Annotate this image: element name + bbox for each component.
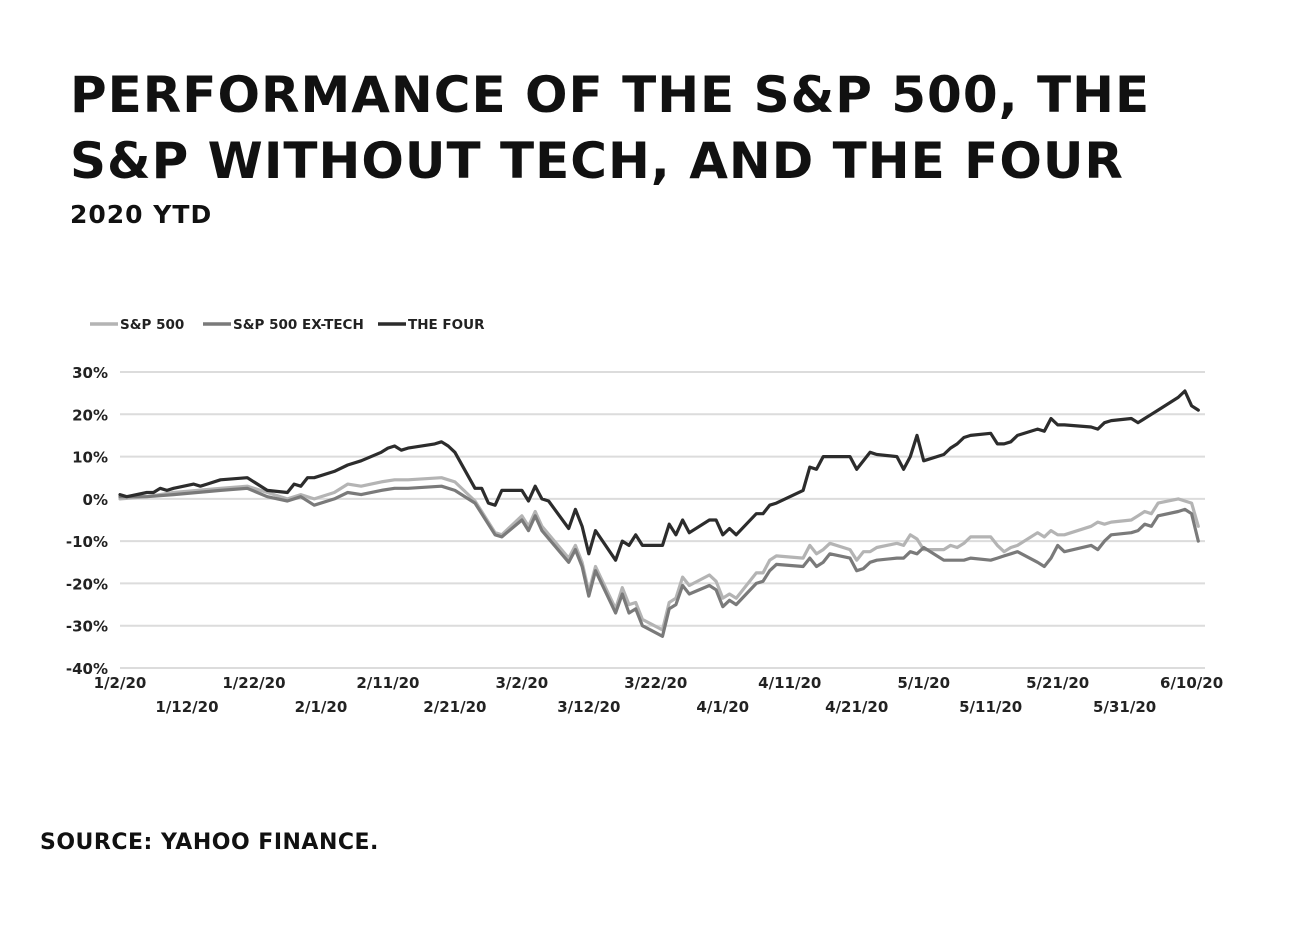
series-lines bbox=[118, 389, 1200, 638]
x-tick-label: 2/11/20 bbox=[356, 674, 419, 692]
x-tick-label: 2/1/20 bbox=[295, 698, 348, 716]
chart-subtitle: 2020 YTD bbox=[70, 200, 213, 229]
x-tick-label: 5/21/20 bbox=[1026, 674, 1089, 692]
source-note: SOURCE: YAHOO FINANCE. bbox=[40, 830, 379, 855]
chart-title: PERFORMANCE OF THE S&P 500, THE S&P WITH… bbox=[70, 66, 1151, 190]
x-tick-label: 4/21/20 bbox=[825, 698, 888, 716]
x-tick-label: 3/22/20 bbox=[624, 674, 687, 692]
x-tick-label: 5/11/20 bbox=[959, 698, 1022, 716]
legend-label: S&P 500 bbox=[120, 317, 184, 333]
y-tick-label: 0% bbox=[83, 491, 108, 509]
legend: S&P 500 S&P 500 EX-TECH THE FOUR bbox=[90, 317, 485, 333]
x-tick-label: 4/1/20 bbox=[696, 698, 749, 716]
series-line-the-four bbox=[118, 389, 1200, 562]
y-tick-label: -40% bbox=[66, 660, 108, 678]
series-line-s-p-500-ex-tech bbox=[118, 484, 1200, 638]
x-tick-label: 2/21/20 bbox=[423, 698, 486, 716]
line-chart: S&P 500 S&P 500 EX-TECH THE FOUR 30% 20% 10%… bbox=[66, 317, 1224, 716]
legend-label: THE FOUR bbox=[408, 317, 485, 333]
y-tick-label: -20% bbox=[66, 575, 108, 593]
y-tick-label: 20% bbox=[72, 406, 108, 424]
x-tick-label: 1/12/20 bbox=[155, 698, 218, 716]
x-tick-label: 3/12/20 bbox=[557, 698, 620, 716]
series-line-s-p-500 bbox=[118, 476, 1200, 632]
y-tick-label: -10% bbox=[66, 533, 108, 551]
x-tick-label: 6/10/20 bbox=[1160, 674, 1223, 692]
x-tick-label: 5/1/20 bbox=[897, 674, 950, 692]
y-tick-label: 10% bbox=[72, 449, 108, 467]
y-tick-label: 30% bbox=[72, 364, 108, 382]
x-tick-label: 1/22/20 bbox=[222, 674, 285, 692]
x-tick-label: 5/31/20 bbox=[1093, 698, 1156, 716]
x-tick-label: 3/2/20 bbox=[495, 674, 548, 692]
x-tick-label: 4/11/20 bbox=[758, 674, 821, 692]
legend-label: S&P 500 EX-TECH bbox=[233, 317, 364, 333]
x-tick-label: 1/2/20 bbox=[94, 674, 147, 692]
x-axis-ticks: 1/2/20 1/12/201/22/20 2/1/20 2/11/202/21/20… bbox=[94, 674, 1224, 716]
y-axis-ticks: 30% 20% 10% 0% -10% -20% -30% -40% bbox=[66, 364, 108, 678]
y-tick-label: -30% bbox=[66, 618, 108, 636]
